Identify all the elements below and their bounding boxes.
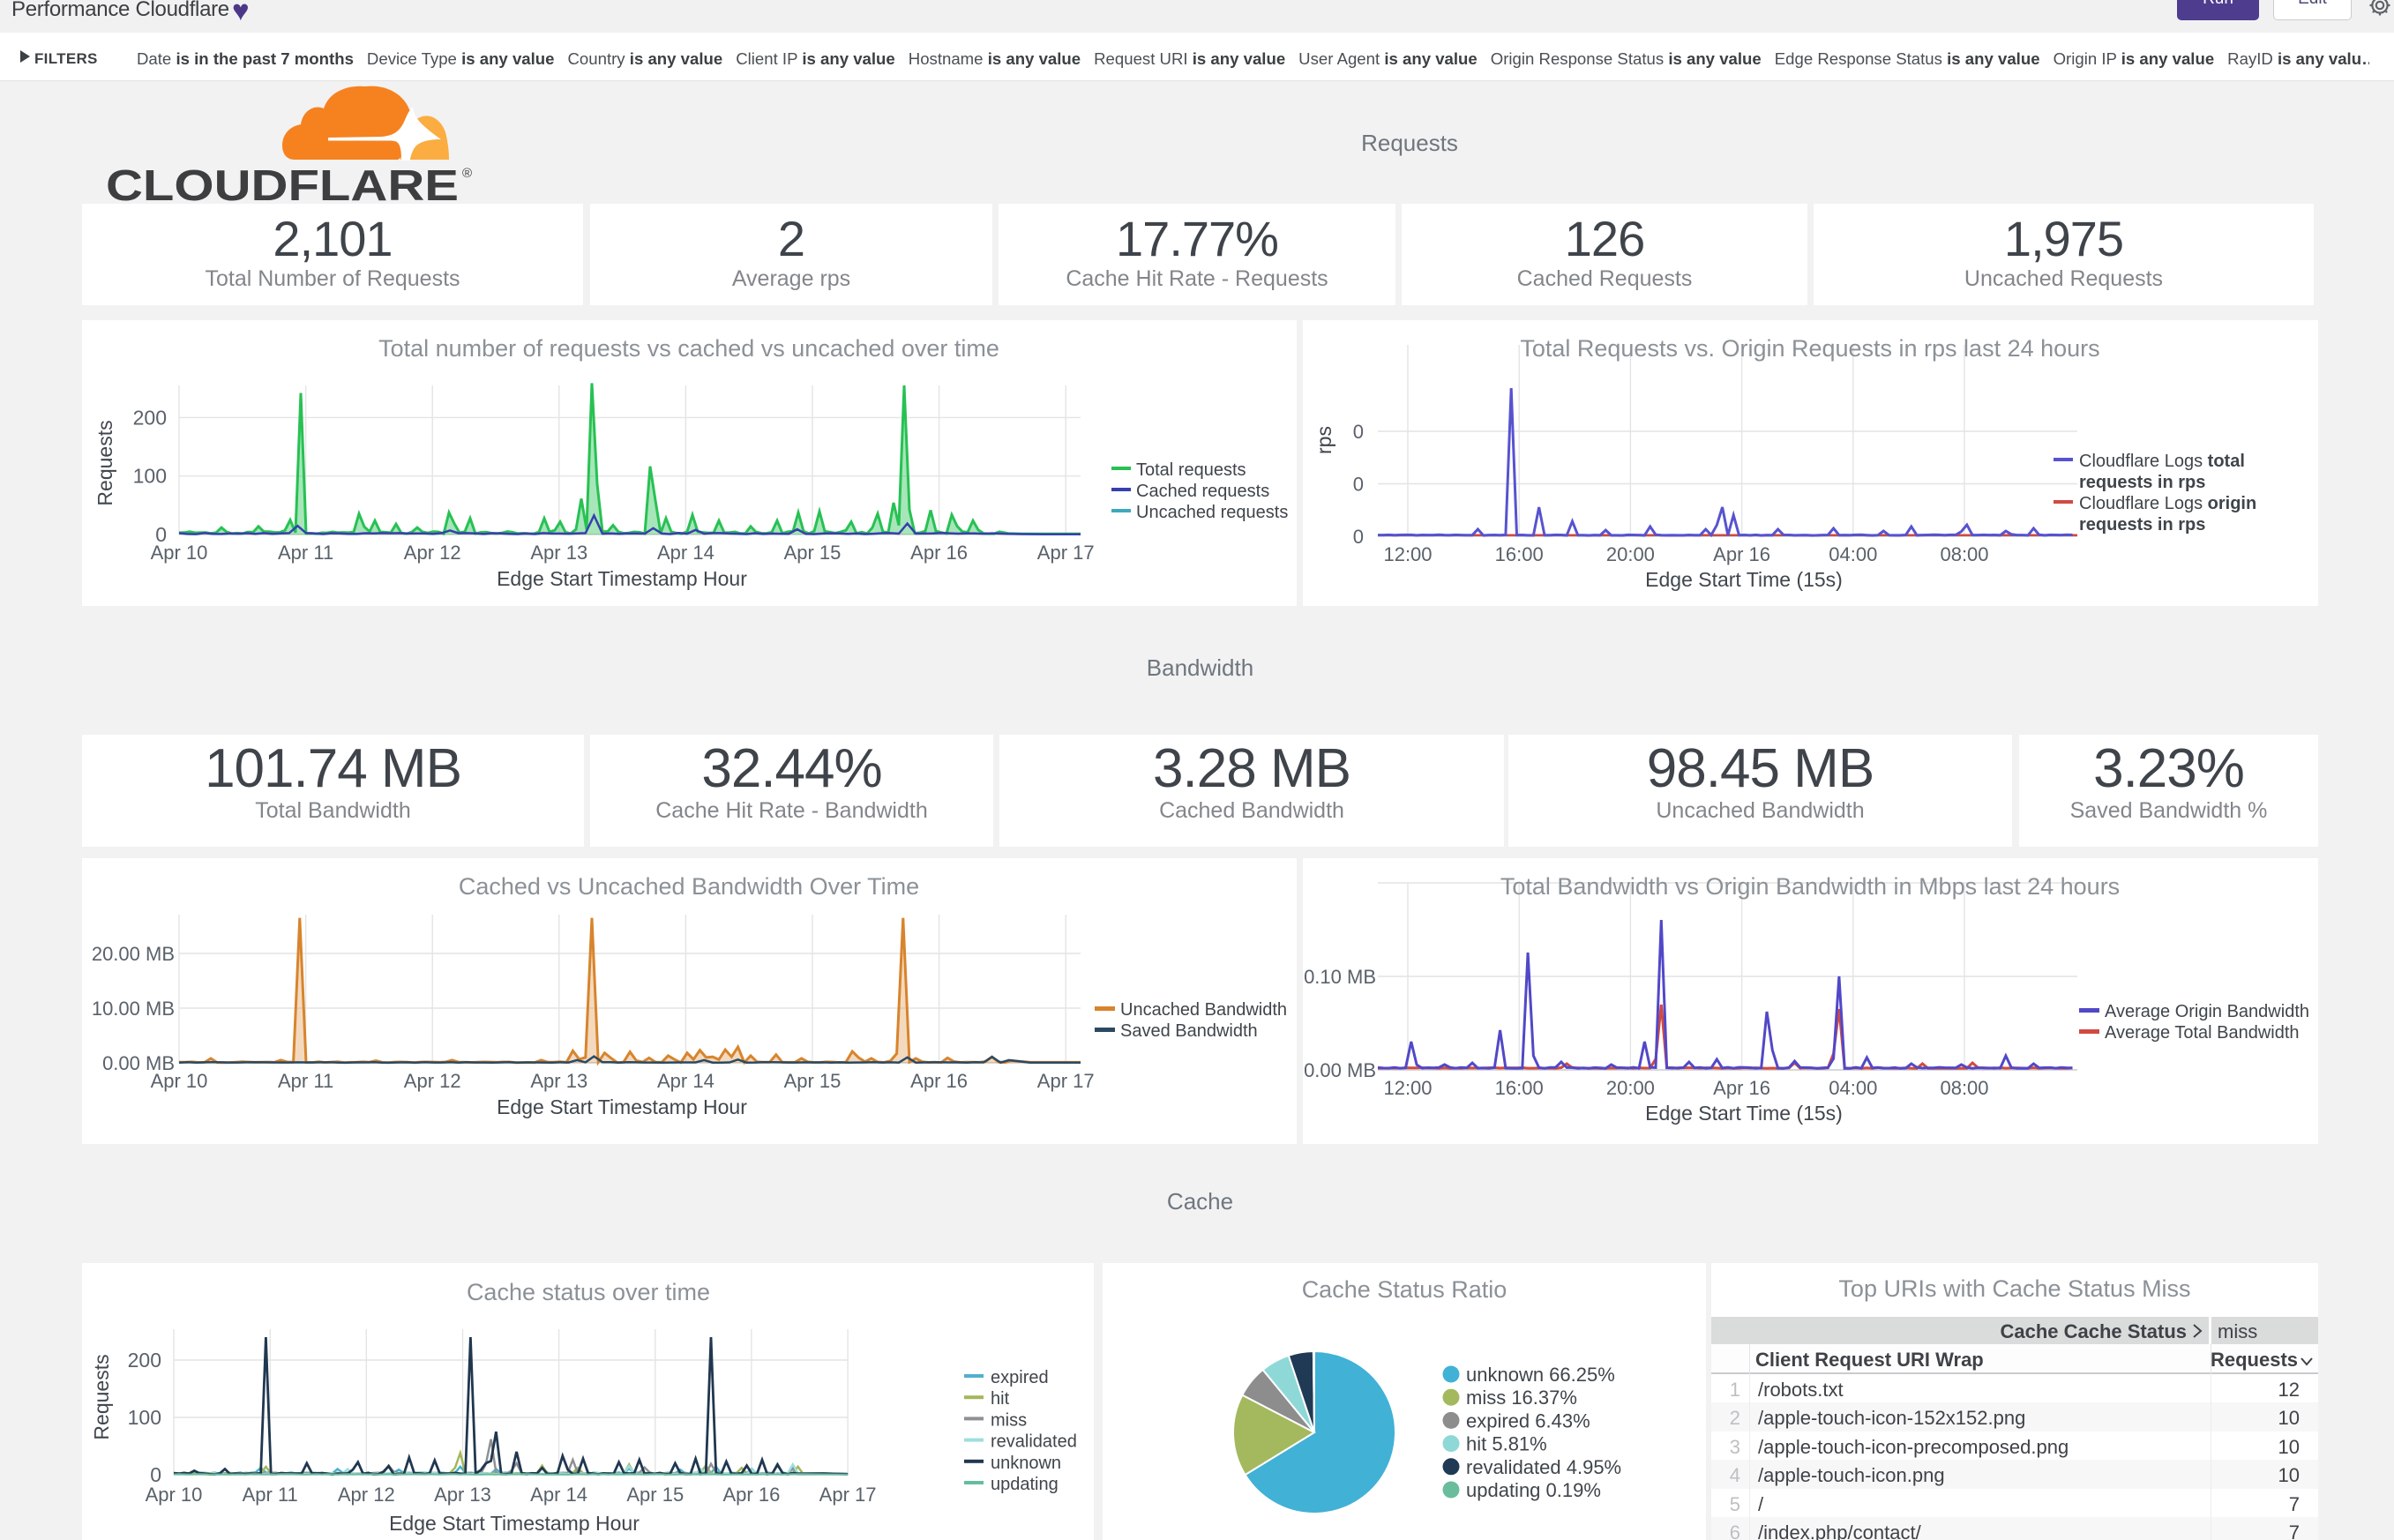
svg-text:Apr 16: Apr 16 bbox=[1713, 543, 1770, 565]
svg-text:Apr 15: Apr 15 bbox=[626, 1484, 684, 1506]
svg-text:Cloudflare Logs origin: Cloudflare Logs origin bbox=[2079, 494, 2256, 513]
svg-text:20:00: 20:00 bbox=[1606, 543, 1655, 565]
svg-text:100: 100 bbox=[133, 465, 167, 488]
svg-text:expired 6.43%: expired 6.43% bbox=[1466, 1409, 1590, 1432]
svg-text:revalidated: revalidated bbox=[991, 1432, 1077, 1452]
svg-text:Apr 13: Apr 13 bbox=[530, 542, 587, 564]
svg-text:Apr 13: Apr 13 bbox=[530, 1070, 587, 1092]
svg-text:hit: hit bbox=[991, 1389, 1010, 1409]
svg-text:Requests: Requests bbox=[94, 420, 116, 505]
svg-text:Uncached requests: Uncached requests bbox=[1136, 503, 1288, 522]
svg-text:Apr 11: Apr 11 bbox=[243, 1484, 298, 1506]
svg-text:20:00: 20:00 bbox=[1606, 1077, 1655, 1099]
svg-text:Apr 17: Apr 17 bbox=[819, 1484, 877, 1506]
svg-text:0.00 MB: 0.00 MB bbox=[102, 1052, 175, 1074]
svg-text:updating 0.19%: updating 0.19% bbox=[1466, 1479, 1601, 1501]
svg-text:Apr 17: Apr 17 bbox=[1037, 542, 1095, 564]
svg-text:Apr 17: Apr 17 bbox=[1037, 1070, 1095, 1092]
svg-text:Apr 12: Apr 12 bbox=[404, 542, 461, 564]
svg-text:Cache status over time: Cache status over time bbox=[467, 1279, 710, 1305]
svg-text:Apr 13: Apr 13 bbox=[434, 1484, 491, 1506]
svg-text:08:00: 08:00 bbox=[1940, 543, 1988, 565]
svg-text:Apr 14: Apr 14 bbox=[657, 1070, 714, 1092]
svg-text:Cache Status Ratio: Cache Status Ratio bbox=[1302, 1276, 1507, 1303]
svg-text:Cloudflare Logs total: Cloudflare Logs total bbox=[2079, 452, 2245, 471]
svg-text:Apr 16: Apr 16 bbox=[910, 1070, 968, 1092]
svg-text:Total Requests vs. Origin Requ: Total Requests vs. Origin Requests in rp… bbox=[1520, 335, 2099, 362]
svg-text:0: 0 bbox=[1353, 526, 1364, 548]
svg-text:Apr 10: Apr 10 bbox=[151, 542, 208, 564]
svg-text:Edge Start Timestamp Hour: Edge Start Timestamp Hour bbox=[497, 1095, 747, 1118]
svg-text:Apr 14: Apr 14 bbox=[657, 542, 714, 564]
svg-text:rps: rps bbox=[1313, 426, 1335, 454]
svg-text:20.00 MB: 20.00 MB bbox=[92, 943, 175, 965]
svg-text:Cached vs Uncached Bandwidth O: Cached vs Uncached Bandwidth Over Time bbox=[459, 873, 919, 900]
svg-text:Apr 15: Apr 15 bbox=[784, 542, 842, 564]
svg-text:requests in rps: requests in rps bbox=[2079, 515, 2205, 535]
svg-text:0.00 MB: 0.00 MB bbox=[1304, 1059, 1376, 1081]
svg-text:Requests: Requests bbox=[90, 1354, 113, 1439]
svg-text:CLOUDFLARE: CLOUDFLARE bbox=[106, 162, 459, 208]
svg-text:0: 0 bbox=[1353, 474, 1364, 496]
svg-text:16:00: 16:00 bbox=[1495, 1077, 1544, 1099]
svg-text:0.10 MB: 0.10 MB bbox=[1304, 966, 1376, 988]
svg-text:Uncached Bandwidth: Uncached Bandwidth bbox=[1120, 1000, 1287, 1020]
svg-text:unknown: unknown bbox=[991, 1454, 1061, 1473]
svg-text:miss 16.37%: miss 16.37% bbox=[1466, 1387, 1577, 1409]
svg-text:updating: updating bbox=[991, 1475, 1059, 1494]
svg-text:expired: expired bbox=[991, 1368, 1049, 1387]
svg-text:Apr 14: Apr 14 bbox=[530, 1484, 587, 1506]
svg-text:12:00: 12:00 bbox=[1383, 1077, 1432, 1099]
svg-text:Apr 16: Apr 16 bbox=[910, 542, 968, 564]
svg-text:200: 200 bbox=[128, 1349, 161, 1372]
svg-text:Apr 16: Apr 16 bbox=[1713, 1077, 1770, 1099]
svg-text:04:00: 04:00 bbox=[1829, 543, 1877, 565]
svg-text:hit 5.81%: hit 5.81% bbox=[1466, 1433, 1547, 1455]
svg-text:Total requests: Total requests bbox=[1136, 460, 1246, 480]
svg-text:unknown 66.25%: unknown 66.25% bbox=[1466, 1364, 1615, 1386]
svg-text:Apr 15: Apr 15 bbox=[784, 1070, 842, 1092]
svg-text:Edge Start Timestamp Hour: Edge Start Timestamp Hour bbox=[389, 1512, 640, 1535]
svg-text:Apr 11: Apr 11 bbox=[278, 1070, 333, 1092]
svg-text:Average Origin Bandwidth: Average Origin Bandwidth bbox=[2105, 1002, 2309, 1021]
svg-text:16:00: 16:00 bbox=[1495, 543, 1544, 565]
svg-text:0: 0 bbox=[150, 1463, 161, 1486]
svg-text:Apr 12: Apr 12 bbox=[338, 1484, 395, 1506]
svg-text:Apr 10: Apr 10 bbox=[151, 1070, 208, 1092]
svg-text:200: 200 bbox=[133, 406, 167, 429]
svg-text:Apr 12: Apr 12 bbox=[404, 1070, 461, 1092]
svg-text:Edge Start Timestamp Hour: Edge Start Timestamp Hour bbox=[497, 567, 747, 590]
svg-text:10.00 MB: 10.00 MB bbox=[92, 998, 175, 1020]
svg-text:Total number of requests vs ca: Total number of requests vs cached vs un… bbox=[378, 335, 999, 362]
svg-text:Apr 11: Apr 11 bbox=[278, 542, 333, 564]
svg-text:requests in rps: requests in rps bbox=[2079, 473, 2205, 492]
svg-text:Edge Start Time (15s): Edge Start Time (15s) bbox=[1645, 1102, 1843, 1125]
svg-text:0: 0 bbox=[155, 523, 167, 546]
svg-text:®: ® bbox=[462, 166, 472, 181]
svg-text:revalidated 4.95%: revalidated 4.95% bbox=[1466, 1456, 1621, 1478]
svg-text:Total Bandwidth vs Origin Band: Total Bandwidth vs Origin Bandwidth in M… bbox=[1500, 873, 2120, 900]
svg-text:Average Total Bandwidth: Average Total Bandwidth bbox=[2105, 1023, 2300, 1043]
svg-text:Saved Bandwidth: Saved Bandwidth bbox=[1120, 1021, 1258, 1041]
svg-text:08:00: 08:00 bbox=[1940, 1077, 1988, 1099]
svg-text:Cached requests: Cached requests bbox=[1136, 482, 1269, 501]
svg-text:04:00: 04:00 bbox=[1829, 1077, 1877, 1099]
svg-text:100: 100 bbox=[128, 1406, 161, 1429]
svg-text:12:00: 12:00 bbox=[1383, 543, 1432, 565]
svg-text:0: 0 bbox=[1353, 421, 1364, 443]
svg-text:miss: miss bbox=[991, 1410, 1027, 1430]
svg-text:Apr 16: Apr 16 bbox=[722, 1484, 780, 1506]
svg-text:Apr 10: Apr 10 bbox=[146, 1484, 203, 1506]
svg-text:Edge Start Time (15s): Edge Start Time (15s) bbox=[1645, 568, 1843, 591]
